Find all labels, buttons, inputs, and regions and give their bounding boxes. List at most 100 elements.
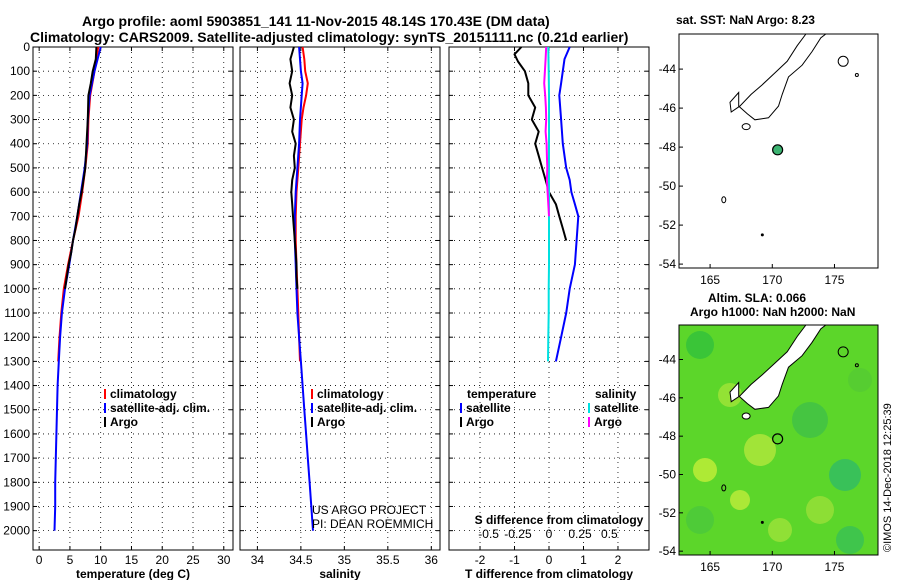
- auckland-islands: [721, 196, 727, 204]
- x-axis-label: temperature (deg C): [76, 567, 190, 580]
- map-lon-label: 165: [700, 560, 720, 574]
- x-tick-label: 2: [615, 553, 622, 567]
- plot-frame: [32, 46, 234, 551]
- map-frame: [678, 33, 879, 269]
- map-lat-label: -54: [659, 544, 677, 558]
- x-axis-label: salinity: [319, 567, 361, 580]
- depth-tick-label: 1800: [3, 475, 30, 489]
- annotation-pi: PI: DEAN ROEMMICH: [312, 517, 433, 531]
- sla-anomaly-patch: [806, 496, 834, 524]
- x-tick-label: 15: [125, 553, 139, 567]
- depth-tick-label: 0: [23, 40, 30, 54]
- x-tick-label: 20: [156, 553, 170, 567]
- map-lat-label: -50: [659, 468, 677, 482]
- legend-label: Argo: [317, 415, 345, 429]
- x-tick-label: 1: [580, 553, 587, 567]
- series-line-temperature-satellite: [554, 46, 580, 362]
- secondary-x-tick-label: -0.25: [504, 527, 532, 541]
- legend-header-salinity: salinity: [595, 387, 637, 401]
- x-tick-label: 5: [67, 553, 74, 567]
- depth-tick-label: 100: [10, 64, 30, 78]
- bathymetry-contour: [854, 363, 859, 368]
- legend-label: Argo: [594, 415, 622, 429]
- secondary-x-label: S difference from climatology: [475, 513, 644, 527]
- argo-float-marker: [772, 144, 784, 156]
- depth-tick-label: 300: [10, 113, 30, 127]
- map-lat-label: -44: [659, 353, 677, 367]
- map-lat-label: -54: [659, 257, 677, 271]
- x-tick-label: 35: [338, 553, 352, 567]
- sla-background: [679, 325, 878, 555]
- sla-anomaly-patch: [744, 434, 776, 466]
- legend-label: satellite: [466, 401, 511, 415]
- bathymetry-contour: [854, 72, 859, 77]
- depth-tick-label: 400: [10, 137, 30, 151]
- depth-tick-label: 1900: [3, 499, 30, 513]
- stewart-island: [741, 412, 751, 420]
- map-lon-label: 175: [824, 273, 844, 287]
- depth-tick-label: 1600: [3, 427, 30, 441]
- sla-anomaly-patch: [730, 490, 750, 510]
- depth-tick-label: 2000: [3, 524, 30, 538]
- series-line-salinity-argo: [543, 46, 550, 217]
- difference-panel: -2 -1 0 1 2T difference from climatology temp…: [448, 46, 650, 580]
- stewart-island: [741, 123, 751, 131]
- depth-tick-label: 700: [10, 209, 30, 223]
- sla-map: 165 170 175 -44 -46 -48 -50 -52 -54: [659, 324, 879, 574]
- bathymetry-contour: [837, 55, 849, 67]
- plot-frame: [239, 46, 441, 551]
- map-lon-label: 165: [700, 273, 720, 287]
- sla-anomaly-patch: [686, 331, 714, 359]
- x-tick-label: 35.5: [376, 553, 400, 567]
- x-tick-label: 0: [36, 553, 43, 567]
- depth-tick-label: 800: [10, 233, 30, 247]
- legend-label: Argo: [110, 415, 138, 429]
- x-tick-label: 36: [425, 553, 439, 567]
- legend-label: satellite-adj. clim.: [110, 401, 210, 415]
- map-lat-label: -52: [659, 218, 677, 232]
- argo-float-marker: [772, 433, 784, 445]
- sla-anomaly-patch: [836, 526, 864, 554]
- imos-watermark: ©IMOS 14-Dec-2018 12:25:39: [882, 403, 894, 552]
- campbell-island: [760, 520, 764, 524]
- map-lon-label: 175: [824, 560, 844, 574]
- temperature-panel: 0100200300400500600700800900100011001200…: [3, 40, 234, 580]
- map-lat-label: -52: [659, 506, 677, 520]
- sla-anomaly-patch: [848, 368, 872, 392]
- legend-label: Argo: [466, 415, 494, 429]
- sla-anomaly-patch: [686, 506, 714, 534]
- x-tick-label: 25: [186, 553, 200, 567]
- depth-tick-label: 200: [10, 88, 30, 102]
- x-tick-label: -1: [509, 553, 520, 567]
- legend-header-temperature: temperature: [467, 387, 537, 401]
- x-tick-label: 30: [217, 553, 231, 567]
- depth-tick-label: 1100: [4, 306, 30, 320]
- map-lat-label: -46: [659, 101, 677, 115]
- sla-anomaly-patch: [693, 458, 717, 482]
- x-tick-label: 34.5: [289, 553, 313, 567]
- secondary-x-tick-label: 0.25: [568, 527, 592, 541]
- sla-anomaly-patch: [768, 518, 792, 542]
- secondary-x-tick-label: 0.5: [601, 527, 618, 541]
- map-lat-label: -48: [659, 429, 677, 443]
- x-tick-label: 10: [94, 553, 108, 567]
- map-lat-label: -44: [659, 62, 677, 76]
- depth-tick-label: 600: [10, 185, 30, 199]
- header-line-2: Climatology: CARS2009. Satellite-adjuste…: [30, 29, 628, 45]
- coastline-new-zealand: [729, 324, 878, 410]
- x-axis-label: T difference from climatology: [465, 567, 633, 580]
- depth-tick-label: 1400: [3, 379, 30, 393]
- legend-label: climatology: [110, 387, 177, 401]
- sst-map: 165 170 175 -44 -46 -48 -50 -52 -54: [659, 33, 879, 287]
- x-tick-label: -2: [475, 553, 486, 567]
- map-lat-label: -46: [659, 391, 677, 405]
- map-frame: [678, 324, 879, 556]
- legend-label: climatology: [317, 387, 384, 401]
- depth-tick-label: 1000: [3, 282, 30, 296]
- header-line-1: Argo profile: aoml 5903851_141 11-Nov-20…: [82, 13, 550, 29]
- sla-map-title-1: Altim. SLA: 0.066: [708, 291, 806, 305]
- x-tick-label: 34: [251, 553, 265, 567]
- bathymetry-contour: [837, 346, 849, 358]
- depth-tick-label: 500: [10, 161, 30, 175]
